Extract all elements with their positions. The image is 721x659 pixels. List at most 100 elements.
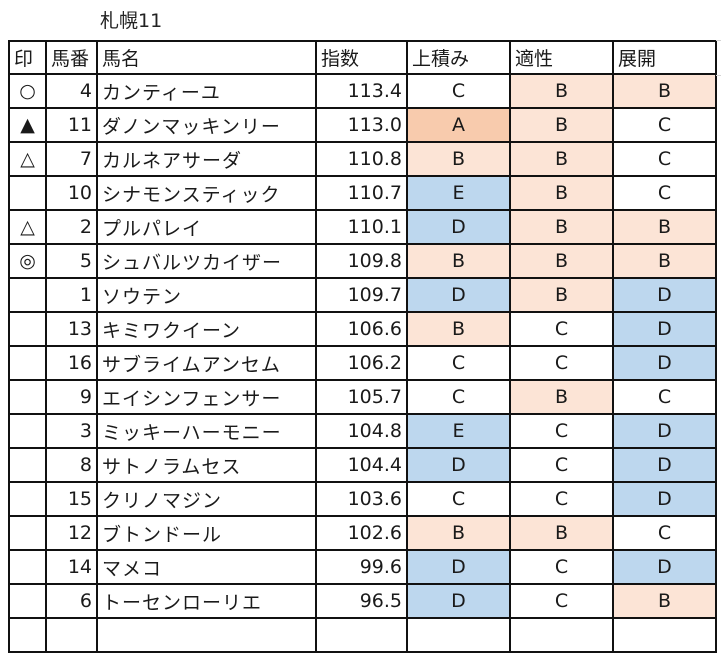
horse-name-cell[interactable]: プルパレイ [96,209,317,245]
agari-cell[interactable]: C [406,379,511,415]
aptitude-cell[interactable]: C [509,413,614,449]
pace-cell[interactable]: D [612,549,717,585]
agari-cell[interactable]: B [406,243,511,279]
index-cell[interactable]: 96.5 [315,583,408,619]
index-cell[interactable]: 113.4 [315,73,408,109]
horse-name-cell[interactable]: カルネアサーダ [96,141,317,177]
aptitude-cell[interactable]: C [509,481,614,517]
header-aptitude[interactable]: 適性 [509,40,614,75]
horse-number-cell[interactable]: 1 [45,277,98,313]
mark-cell[interactable]: △ [8,141,47,177]
pace-cell[interactable]: C [612,175,717,211]
agari-cell[interactable]: C [406,73,511,109]
horse-number-cell[interactable]: 15 [45,481,98,517]
index-cell[interactable]: 104.4 [315,447,408,483]
aptitude-cell[interactable]: B [509,515,614,551]
mark-cell[interactable] [8,345,47,381]
horse-number-cell[interactable]: 9 [45,379,98,415]
pace-cell[interactable]: D [612,311,717,347]
horse-number-cell[interactable]: 16 [45,345,98,381]
horse-number-cell[interactable]: 6 [45,583,98,619]
aptitude-cell[interactable]: B [509,141,614,177]
mark-cell[interactable]: ◎ [8,243,47,279]
mark-cell[interactable] [8,447,47,483]
horse-name-cell[interactable]: ミッキーハーモニー [96,413,317,449]
header-pace[interactable]: 展開 [612,40,717,75]
pace-cell[interactable]: C [612,107,717,143]
mark-cell[interactable] [8,311,47,347]
aptitude-cell[interactable]: B [509,277,614,313]
agari-cell[interactable]: E [406,175,511,211]
pace-cell[interactable]: D [612,345,717,381]
agari-cell[interactable]: C [406,481,511,517]
pace-cell[interactable]: D [612,481,717,517]
horse-name-cell[interactable]: ダノンマッキンリー [96,107,317,143]
header-agari[interactable]: 上積み [406,40,511,75]
index-cell[interactable]: 106.6 [315,311,408,347]
aptitude-cell[interactable]: B [509,107,614,143]
horse-number-cell[interactable]: 2 [45,209,98,245]
horse-name-cell[interactable]: シュバルツカイザー [96,243,317,279]
horse-number-cell[interactable]: 5 [45,243,98,279]
pace-cell[interactable]: B [612,583,717,619]
pace-cell[interactable]: B [612,209,717,245]
horse-name-cell[interactable]: サトノラムセス [96,447,317,483]
horse-name-cell[interactable]: ブトンドール [96,515,317,551]
agari-cell[interactable]: B [406,515,511,551]
mark-cell[interactable] [8,277,47,313]
mark-cell[interactable] [8,481,47,517]
empty-cell[interactable] [315,617,408,653]
empty-cell[interactable] [612,617,717,653]
agari-cell[interactable]: C [406,345,511,381]
horse-name-cell[interactable]: サブライムアンセム [96,345,317,381]
pace-cell[interactable]: C [612,379,717,415]
pace-cell[interactable]: B [612,73,717,109]
agari-cell[interactable]: D [406,447,511,483]
horse-number-cell[interactable]: 10 [45,175,98,211]
agari-cell[interactable]: D [406,277,511,313]
aptitude-cell[interactable]: B [509,73,614,109]
horse-number-cell[interactable]: 14 [45,549,98,585]
aptitude-cell[interactable]: C [509,345,614,381]
header-index[interactable]: 指数 [315,40,408,75]
aptitude-cell[interactable]: B [509,175,614,211]
mark-cell[interactable]: △ [8,209,47,245]
index-cell[interactable]: 109.8 [315,243,408,279]
aptitude-cell[interactable]: B [509,209,614,245]
index-cell[interactable]: 113.0 [315,107,408,143]
mark-cell[interactable] [8,413,47,449]
horse-name-cell[interactable]: キミワクイーン [96,311,317,347]
aptitude-cell[interactable]: C [509,583,614,619]
mark-cell[interactable]: ▲ [8,107,47,143]
aptitude-cell[interactable]: C [509,549,614,585]
pace-cell[interactable]: D [612,447,717,483]
empty-cell[interactable] [8,617,47,653]
pace-cell[interactable]: C [612,141,717,177]
header-mark[interactable]: 印 [8,40,47,75]
pace-cell[interactable]: D [612,413,717,449]
agari-cell[interactable]: B [406,141,511,177]
horse-name-cell[interactable]: トーセンローリエ [96,583,317,619]
pace-cell[interactable]: D [612,277,717,313]
index-cell[interactable]: 110.8 [315,141,408,177]
aptitude-cell[interactable]: B [509,243,614,279]
horse-name-cell[interactable]: カンティーユ [96,73,317,109]
empty-cell[interactable] [45,617,98,653]
empty-cell[interactable] [509,617,614,653]
index-cell[interactable]: 103.6 [315,481,408,517]
agari-cell[interactable]: B [406,311,511,347]
agari-cell[interactable]: A [406,107,511,143]
mark-cell[interactable] [8,583,47,619]
empty-cell[interactable] [406,617,511,653]
agari-cell[interactable]: D [406,549,511,585]
mark-cell[interactable] [8,379,47,415]
horse-name-cell[interactable]: シナモンスティック [96,175,317,211]
index-cell[interactable]: 104.8 [315,413,408,449]
horse-name-cell[interactable]: エイシンフェンサー [96,379,317,415]
index-cell[interactable]: 102.6 [315,515,408,551]
empty-cell[interactable] [96,617,317,653]
pace-cell[interactable]: C [612,515,717,551]
horse-number-cell[interactable]: 8 [45,447,98,483]
horse-name-cell[interactable]: マメコ [96,549,317,585]
agari-cell[interactable]: E [406,413,511,449]
